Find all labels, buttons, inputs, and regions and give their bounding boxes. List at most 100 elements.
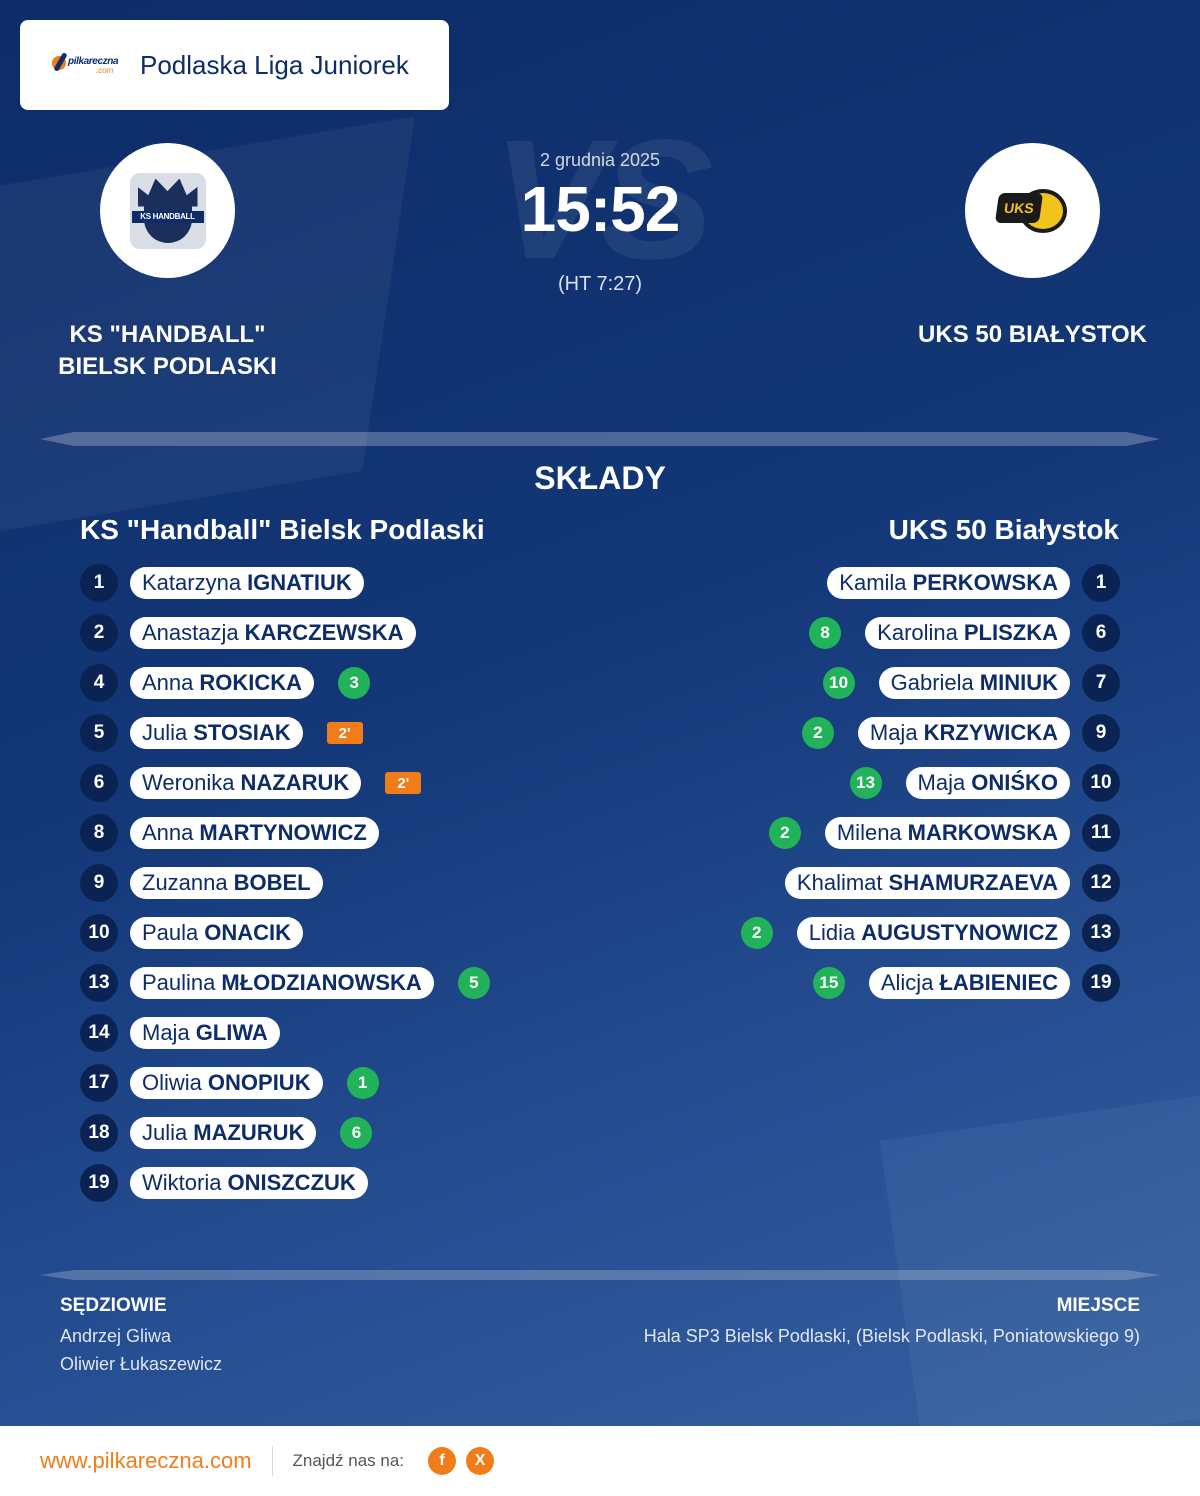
player-number: 1 bbox=[1082, 564, 1120, 602]
player-last-name: NAZARUK bbox=[240, 770, 350, 795]
player-first-name: Oliwia bbox=[142, 1070, 202, 1095]
find-us-label: Znajdź nas na: bbox=[292, 1451, 405, 1470]
player-number: 9 bbox=[1082, 714, 1120, 752]
player-name: Wiktoria ONISZCZUK bbox=[130, 1167, 368, 1199]
player-name: Julia STOSIAK bbox=[130, 717, 303, 749]
background-shape bbox=[879, 1082, 1200, 1426]
player-name: Anna MARTYNOWICZ bbox=[130, 817, 379, 849]
player-last-name: AUGUSTYNOWICZ bbox=[861, 920, 1058, 945]
player-last-name: PERKOWSKA bbox=[912, 570, 1058, 595]
player-name: Kamila PERKOWSKA bbox=[827, 567, 1070, 599]
player-first-name: Maja bbox=[917, 770, 966, 795]
player-row: 10 Paula ONACIK bbox=[80, 908, 640, 958]
player-last-name: ROKICKA bbox=[199, 670, 303, 695]
player-number: 6 bbox=[80, 764, 118, 802]
player-last-name: ONIŚKO bbox=[971, 770, 1058, 795]
player-number: 4 bbox=[80, 664, 118, 702]
divider bbox=[40, 1270, 1160, 1280]
player-name: Karolina PLISZKA bbox=[865, 617, 1070, 649]
player-row: 2 Anastazja KARCZEWSKA bbox=[80, 608, 640, 658]
player-first-name: Anna bbox=[142, 670, 194, 695]
player-first-name: Paulina bbox=[142, 970, 216, 995]
player-name: Weronika NAZARUK bbox=[130, 767, 362, 799]
player-last-name: IGNATIUK bbox=[247, 570, 352, 595]
league-name: Podlaska Liga Juniorek bbox=[140, 49, 409, 80]
player-first-name: Anastazja bbox=[142, 620, 239, 645]
player-name: Maja KRZYWICKA bbox=[857, 717, 1070, 749]
goals-badge: 13 bbox=[849, 767, 882, 799]
player-first-name: Paula bbox=[142, 920, 199, 945]
away-team-name: UKS 50 BIAŁYSTOK bbox=[918, 321, 1147, 348]
goals-badge: 5 bbox=[457, 967, 490, 999]
section-title: SKŁADY bbox=[534, 460, 666, 496]
goals-badge: 2 bbox=[740, 917, 773, 949]
goals-badge: 2 bbox=[768, 817, 801, 849]
player-number: 9 bbox=[80, 864, 118, 902]
player-last-name: KRZYWICKA bbox=[923, 720, 1058, 745]
player-name: Khalimat SHAMURZAEVA bbox=[784, 867, 1070, 899]
player-name: Milena MARKOWSKA bbox=[824, 817, 1070, 849]
player-row: 19 Alicja ŁABIENIEC 15 bbox=[560, 958, 1120, 1008]
player-row: 14 Maja GLIWA bbox=[80, 1008, 640, 1058]
suspension-badge: 2' bbox=[385, 772, 422, 794]
player-first-name: Maja bbox=[142, 1020, 190, 1045]
player-last-name: MARTYNOWICZ bbox=[199, 820, 367, 845]
player-row: 7 Gabriela MINIUK 10 bbox=[560, 658, 1120, 708]
player-row: 9 Maja KRZYWICKA 2 bbox=[560, 708, 1120, 758]
player-last-name: MAZURUK bbox=[193, 1120, 305, 1145]
player-number: 8 bbox=[80, 814, 118, 852]
divider bbox=[40, 432, 1160, 446]
referee-name: Oliwier Łukaszewicz bbox=[60, 1354, 223, 1374]
site-link[interactable]: www.pilkareczna.com bbox=[40, 1448, 252, 1473]
player-row: 18 Julia MAZURUK 6 bbox=[80, 1108, 640, 1158]
uks-crest-icon: UKS bbox=[994, 185, 1069, 237]
player-row: 10 Maja ONIŚKO 13 bbox=[560, 758, 1120, 808]
away-team-logo: UKS bbox=[965, 143, 1100, 278]
away-lineup: 1 Kamila PERKOWSKA 6 Karolina PLISZKA 8 7 Gabrie… bbox=[560, 558, 1120, 1008]
player-last-name: ONOPIUK bbox=[207, 1070, 311, 1095]
player-row: 12 Khalimat SHAMURZAEVA bbox=[560, 858, 1120, 908]
goals-badge: 10 bbox=[822, 667, 855, 699]
player-last-name: GLIWA bbox=[195, 1020, 268, 1045]
venue-label: MIEJSCE bbox=[1056, 1295, 1140, 1316]
player-last-name: ŁABIENIEC bbox=[939, 970, 1058, 995]
league-header: pilkareczna .com Podlaska Liga Juniorek bbox=[20, 20, 449, 110]
player-number: 10 bbox=[80, 914, 118, 952]
home-team-logo: KS HANDBALL bbox=[100, 143, 235, 278]
player-name: Paula ONACIK bbox=[130, 917, 304, 949]
player-name: Anna ROKICKA bbox=[130, 667, 315, 699]
player-name: Maja ONIŚKO bbox=[905, 767, 1070, 799]
player-name: Julia MAZURUK bbox=[130, 1117, 317, 1149]
facebook-icon[interactable]: f bbox=[428, 1447, 457, 1475]
player-first-name: Kamila bbox=[839, 570, 907, 595]
player-last-name: ONISZCZUK bbox=[227, 1170, 356, 1195]
player-number: 13 bbox=[1082, 914, 1120, 952]
suspension-badge: 2' bbox=[326, 722, 363, 744]
player-row: 4 Anna ROKICKA 3 bbox=[80, 658, 640, 708]
player-first-name: Katarzyna bbox=[142, 570, 242, 595]
player-number: 19 bbox=[80, 1164, 118, 1202]
home-team-name: KS "HANDBALL" BIELSK PODLASKI bbox=[58, 321, 277, 380]
player-first-name: Julia bbox=[142, 720, 188, 745]
player-number: 17 bbox=[80, 1064, 118, 1102]
player-first-name: Anna bbox=[142, 820, 194, 845]
player-number: 1 bbox=[80, 564, 118, 602]
player-name: Gabriela MINIUK bbox=[878, 667, 1070, 699]
player-first-name: Khalimat bbox=[796, 870, 883, 895]
player-name: Zuzanna BOBEL bbox=[130, 867, 323, 899]
player-row: 1 Kamila PERKOWSKA bbox=[560, 558, 1120, 608]
player-row: 11 Milena MARKOWSKA 2 bbox=[560, 808, 1120, 858]
player-row: 1 Katarzyna IGNATIUK bbox=[80, 558, 640, 608]
halftime-score: (HT 7:27) bbox=[557, 273, 643, 295]
player-row: 6 Weronika NAZARUK 2' bbox=[80, 758, 640, 808]
x-icon[interactable]: X bbox=[466, 1447, 495, 1475]
player-last-name: MARKOWSKA bbox=[907, 820, 1058, 845]
player-last-name: MINIUK bbox=[979, 670, 1058, 695]
player-name: Paulina MŁODZIANOWSKA bbox=[130, 967, 434, 999]
final-score: 15:52 bbox=[520, 173, 681, 245]
player-row: 19 Wiktoria ONISZCZUK bbox=[80, 1158, 640, 1208]
home-lineup-title: KS "Handball" Bielsk Podlaski bbox=[80, 514, 485, 545]
match-poster: VS pilkareczna .com Podlaska Liga Junior… bbox=[0, 0, 1200, 1426]
player-first-name: Maja bbox=[869, 720, 918, 745]
player-first-name: Gabriela bbox=[890, 670, 974, 695]
